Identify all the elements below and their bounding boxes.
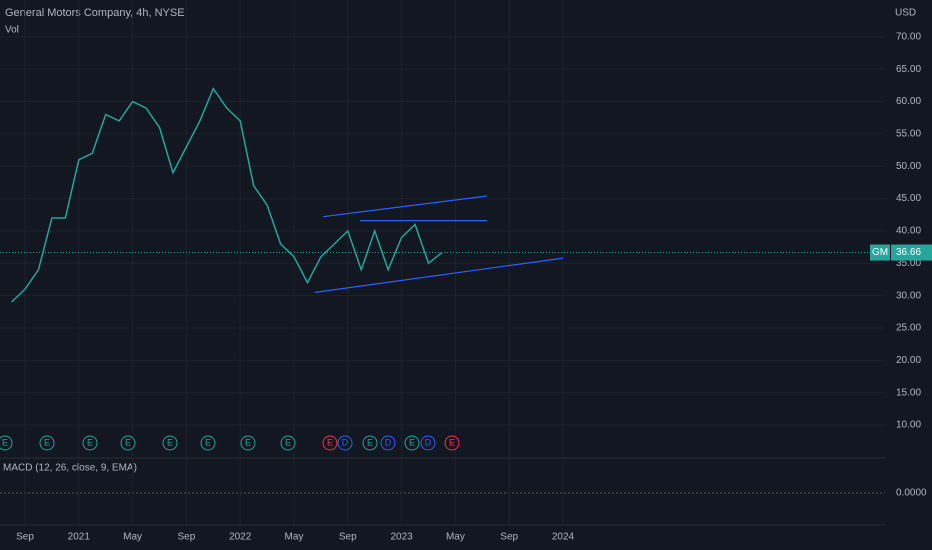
event-marker (380, 435, 396, 451)
y-tick-label: 60.00 (896, 96, 921, 107)
y-tick-label: 50.00 (896, 161, 921, 172)
event-label: E (409, 437, 415, 447)
volume-label: Vol (5, 25, 19, 36)
event-label: E (167, 437, 173, 447)
event-label: E (245, 437, 251, 447)
y-tick-label: 15.00 (896, 387, 921, 398)
x-tick-label: 2022 (229, 532, 252, 543)
event-label: E (2, 437, 8, 447)
event-marker (120, 435, 136, 451)
x-tick-label: Sep (339, 532, 357, 543)
x-tick-label: 2024 (552, 532, 575, 543)
chart-title: General Motors Company, 4h, NYSE (5, 7, 185, 19)
y-tick-label: 55.00 (896, 129, 921, 140)
event-marker (200, 435, 216, 451)
y-tick-label: 70.00 (896, 32, 921, 43)
event-label: E (327, 437, 333, 447)
y-tick-label: 65.00 (896, 64, 921, 75)
event-marker (82, 435, 98, 451)
event-label: D (425, 437, 432, 447)
event-marker (444, 435, 460, 451)
symbol-tag (870, 244, 890, 261)
y-tick-label: 20.00 (896, 355, 921, 366)
y-tick-label: 25.00 (896, 323, 921, 334)
y-tick-label: 35.00 (896, 258, 921, 269)
event-marker (420, 435, 436, 451)
event-label: E (367, 437, 373, 447)
event-label: D (342, 437, 349, 447)
price-tag-text: 36.66 (896, 247, 921, 258)
event-marker (280, 435, 296, 451)
event-label: E (449, 437, 455, 447)
event-label: E (87, 437, 93, 447)
x-tick-label: May (285, 532, 304, 543)
y-tick-label: 10.00 (896, 420, 921, 431)
event-marker (404, 435, 420, 451)
event-marker (240, 435, 256, 451)
x-tick-label: Sep (178, 532, 196, 543)
event-label: E (44, 437, 50, 447)
event-label: E (285, 437, 291, 447)
price-tag (891, 244, 932, 261)
event-marker (39, 435, 55, 451)
trendline (322, 195, 488, 218)
currency: USD (895, 8, 916, 19)
event-marker (322, 435, 338, 451)
event-marker (362, 435, 378, 451)
x-tick-label: Sep (500, 532, 518, 543)
y-tick-label: 45.00 (896, 193, 921, 204)
event-label: E (125, 437, 131, 447)
event-label: D (385, 437, 392, 447)
event-marker (337, 435, 353, 451)
symbol-tag-text: GM (872, 247, 888, 258)
x-tick-label: 2021 (68, 532, 91, 543)
event-marker (162, 435, 178, 451)
y-tick-label: 40.00 (896, 226, 921, 237)
x-tick-label: 2023 (390, 532, 413, 543)
x-tick-label: Sep (16, 532, 34, 543)
trendline (314, 257, 564, 293)
x-tick-label: May (123, 532, 142, 543)
macd-label: MACD (12, 26, close, 9, EMA) (3, 463, 137, 474)
event-marker (0, 435, 13, 451)
y-tick-label: 30.00 (896, 290, 921, 301)
event-label: E (205, 437, 211, 447)
macd-tick: 0.0000 (896, 488, 927, 499)
price-line (11, 87, 443, 303)
x-tick-label: May (446, 532, 465, 543)
